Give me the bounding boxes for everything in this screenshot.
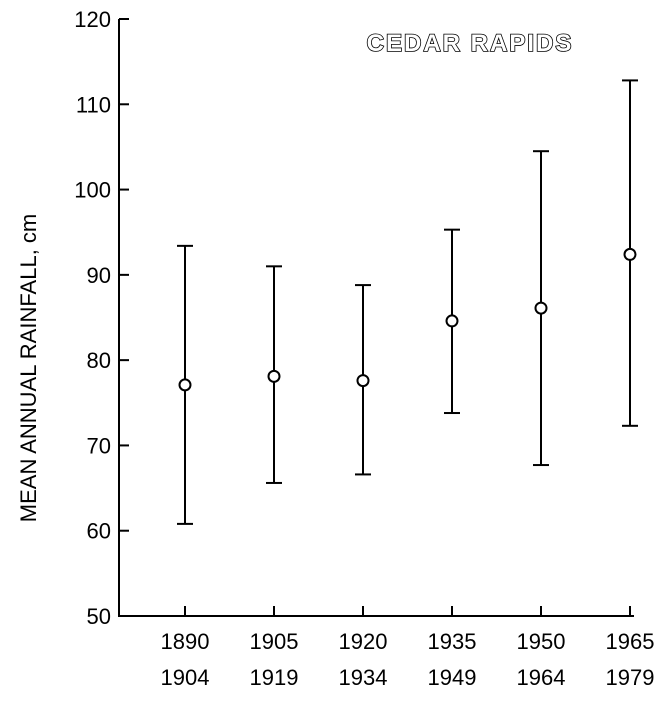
chart-title: CEDAR RAPIDS [367,30,574,57]
y-tick-label: 70 [87,433,111,458]
y-axis-ticks: 50 60 70 80 90 100 110 120 [74,7,129,629]
y-tick-label: 80 [87,348,111,373]
y-tick-label: 120 [74,7,111,32]
y-tick-label: 90 [87,263,111,288]
x-tick-label-end: 1949 [428,665,477,690]
data-point [445,314,459,328]
data-points [178,247,637,392]
data-point [534,301,548,315]
data-point [267,369,281,383]
x-tick-label-end: 1934 [339,665,388,690]
y-axis-title: MEAN ANNUAL RAINFALL, cm [16,214,41,522]
x-tick-label-end: 1904 [161,665,210,690]
y-tick-label: 50 [87,604,111,629]
x-tick-label-end: 1964 [517,665,566,690]
data-point [623,247,637,261]
x-tick-label-end: 1979 [606,665,655,690]
x-axis-ticks: 1890 1904 1905 1919 1920 1934 1935 1949 1950 1964… [161,606,655,690]
x-tick-label-start: 1890 [161,629,210,654]
x-tick-label-start: 1935 [428,629,477,654]
x-tick-label-start: 1965 [606,629,655,654]
y-tick-label: 100 [74,178,111,203]
x-tick-label-start: 1905 [250,629,299,654]
y-tick-label: 110 [76,92,111,117]
data-point [356,374,370,388]
x-tick-label-start: 1950 [517,629,566,654]
y-tick-label: 60 [87,519,111,544]
x-tick-label-start: 1920 [339,629,388,654]
data-point [178,378,192,392]
error-bars [177,79,638,525]
x-tick-label-end: 1919 [250,665,299,690]
